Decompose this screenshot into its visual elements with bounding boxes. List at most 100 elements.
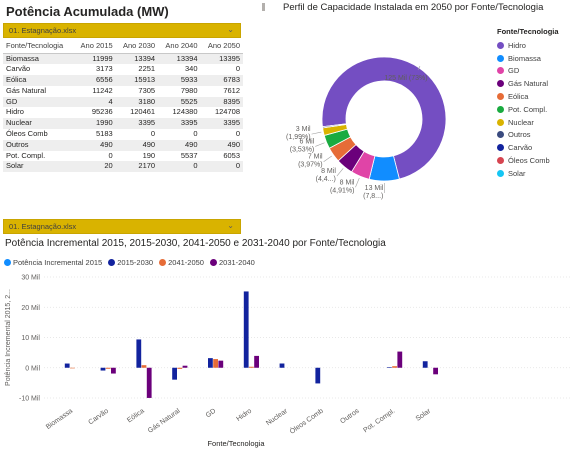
x-tick-label: Pot. Compl. — [362, 408, 396, 435]
legend-item[interactable]: Eólica — [497, 90, 559, 103]
bar-2031-2040[interactable] — [254, 355, 259, 368]
bar-2031-2040[interactable] — [433, 367, 438, 375]
table-title: Potência Acumulada (MW) — [6, 4, 169, 19]
legend-item[interactable]: Outros — [497, 129, 559, 142]
bar-2031-2040[interactable] — [397, 351, 403, 368]
bar-2041-2050[interactable] — [141, 365, 147, 368]
legend-marker — [497, 67, 504, 75]
column-header[interactable]: Ano 2050 — [200, 39, 243, 54]
bar-2031-2040[interactable] — [111, 367, 116, 374]
bar-2015-2030[interactable] — [422, 361, 428, 368]
legend-label: Gás Natural — [508, 79, 549, 89]
donut-leader-line — [323, 155, 332, 162]
legend-item[interactable]: Solar — [497, 167, 559, 180]
x-tick-label: Outros — [339, 407, 361, 425]
bar-2015-2030[interactable] — [315, 367, 321, 384]
table-cell: 6053 — [223, 150, 240, 160]
bar-2015-2030[interactable] — [279, 363, 285, 368]
legend-item[interactable]: Pot. Compl. — [497, 103, 559, 116]
legend-marker — [497, 105, 504, 113]
bar-2015-2030[interactable] — [64, 363, 70, 368]
bar-2015-2030[interactable] — [172, 367, 177, 380]
table-cell: Carvão — [6, 64, 31, 74]
table-cell: 0 — [150, 129, 156, 139]
column-header[interactable]: Fonte/Tecnologia — [3, 39, 74, 54]
legend-label: Outros — [508, 130, 531, 140]
table-cell: 7612 — [223, 85, 240, 95]
bar-2031-2040[interactable] — [182, 365, 188, 368]
bar-2041-2050[interactable] — [177, 367, 183, 369]
divider — [262, 3, 265, 11]
bar-2015-2030[interactable] — [100, 367, 106, 371]
table-row: Biomassa 11999 13394 13394 13395 — [3, 53, 243, 65]
legend-item[interactable]: Carvão — [497, 141, 559, 154]
legend-item[interactable]: Biomassa — [497, 52, 559, 65]
column-header[interactable]: Ano 2015 — [73, 39, 116, 54]
donut-chart: 125 Mil (73%) 13 Mil (7,8...) 8 Mil (4,91%)8… — [286, 56, 447, 200]
bar-legend-item[interactable]: 2041-2050 — [159, 258, 204, 267]
table-cell: 3395 — [200, 118, 243, 130]
table-cell: 5183 — [95, 129, 113, 139]
scenario-slicer-bottom[interactable]: 01. Estagnação.xlsx ⌄ — [3, 219, 241, 234]
table-header-row: Fonte/Tecnologia Ano 2015 Ano 2030 Ano 2040… — [3, 39, 243, 54]
y-tick-label: -10 Mil — [19, 396, 40, 403]
table-cell: 0 — [158, 161, 201, 173]
table-row: Nuclear 1990 3395 3395 3395 — [3, 118, 243, 130]
bar-legend-item[interactable]: Potência Incremental 2015 — [4, 258, 102, 267]
donut-data-label: 3 Mil (1,99%) — [286, 126, 311, 141]
table-row: Carvão 3173 2251 340 0 — [3, 64, 243, 75]
legend-marker — [497, 93, 504, 101]
legend-marker — [497, 54, 504, 62]
table-cell: 13394 — [158, 53, 201, 65]
table-cell: 5537 — [180, 150, 198, 160]
bar-2041-2050[interactable] — [70, 367, 75, 369]
legend-item[interactable]: GD — [497, 65, 559, 78]
legend-item[interactable]: Gás Natural — [497, 77, 559, 90]
legend-label: GD — [508, 66, 520, 76]
chevron-down-icon[interactable]: ⌄ — [227, 221, 234, 230]
table-row: Solar 20 2170 0 0 — [3, 161, 243, 173]
bar-2041-2050[interactable] — [105, 367, 111, 369]
y-tick-label: 0 Mil — [25, 365, 40, 372]
legend-marker — [108, 259, 116, 266]
chevron-down-icon[interactable]: ⌄ — [227, 25, 234, 34]
table-cell: 3395 — [158, 118, 201, 130]
legend-item[interactable]: Hidro — [497, 39, 559, 52]
donut-leader-line — [336, 168, 344, 177]
bar-legend-item[interactable]: 2031-2040 — [209, 258, 255, 267]
table-cell: Outros — [3, 139, 74, 151]
x-axis-label: Fonte/Tecnologia — [207, 439, 265, 448]
bar-legend-item[interactable]: 2015-2030 — [108, 258, 153, 267]
x-tick-label: Solar — [415, 407, 433, 422]
legend-item[interactable]: Óleos Comb — [497, 154, 559, 167]
legend-marker — [209, 259, 217, 266]
table-cell: 11242 — [92, 85, 113, 95]
table-cell: 490 — [73, 139, 116, 151]
bar-2041-2050[interactable] — [213, 359, 218, 368]
bar-2015-2030[interactable] — [243, 291, 249, 368]
bar-2015-2030[interactable] — [136, 339, 142, 368]
table-row: Hidro 95236 120461 124380 124708 — [3, 107, 243, 118]
donut-leader-line — [311, 131, 322, 135]
legend-label: Nuclear — [508, 117, 534, 127]
scenario-slicer-top[interactable]: 01. Estagnação.xlsx ⌄ — [3, 23, 241, 38]
table-cell: 13395 — [200, 53, 243, 65]
table-cell: 0 — [235, 129, 240, 139]
donut-slice-outros[interactable] — [322, 123, 347, 129]
bar-2031-2040[interactable] — [146, 367, 152, 398]
table-body: Biomassa 11999 13394 13394 13395 Carvão 3173 22… — [3, 53, 243, 173]
table-cell: Eólica — [3, 75, 74, 86]
bar-2041-2050[interactable] — [249, 366, 254, 368]
legend-item[interactable]: Nuclear — [497, 116, 559, 129]
donut-slice-hidro[interactable] — [321, 56, 447, 180]
table-cell: 6783 — [200, 75, 243, 86]
donut-data-label: 7 Mil (3,97%) — [298, 154, 323, 169]
bar-2031-2040[interactable] — [218, 360, 224, 368]
table-cell: 0 — [193, 129, 198, 139]
legend-label: Solar — [508, 168, 526, 178]
bar-2015-2030[interactable] — [208, 358, 213, 368]
bar-2015-2030[interactable] — [387, 367, 392, 368]
column-header[interactable]: Ano 2040 — [158, 39, 201, 54]
bar-2041-2050[interactable] — [392, 366, 397, 368]
column-header[interactable]: Ano 2030 — [115, 39, 159, 54]
